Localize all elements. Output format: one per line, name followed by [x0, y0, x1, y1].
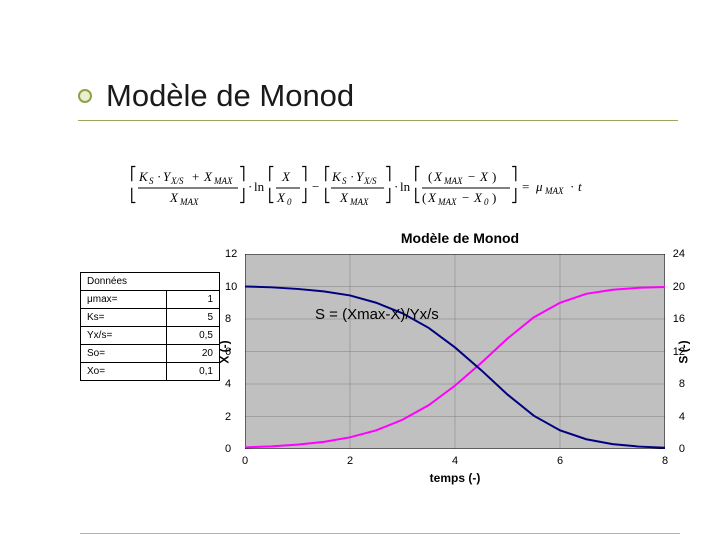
y-left-tick: 8 [225, 313, 231, 325]
svg-text:·: · [350, 169, 354, 184]
svg-text:⎦: ⎦ [511, 187, 518, 204]
svg-text:⎤: ⎤ [301, 165, 308, 182]
parameters-table: Données μmax=1 Ks=5 Yx/s=0,5 So=20 Xo=0,… [80, 272, 220, 381]
formula-equation: ⎡ ⎣ KS · YX/S + XMAX XMAX ⎤ ⎦ · ln ⎡ ⎣ X… [130, 164, 600, 217]
svg-text:MAX: MAX [179, 197, 199, 207]
y-right-tick: 16 [673, 313, 685, 325]
svg-text:·: · [248, 179, 252, 194]
svg-text:−: − [462, 190, 469, 205]
svg-text:S: S [149, 176, 154, 186]
y-right-tick: 4 [679, 411, 685, 423]
table-row: So=20 [81, 345, 220, 363]
svg-text:X: X [427, 190, 437, 205]
svg-text:⎤: ⎤ [385, 165, 392, 182]
svg-text:X: X [276, 190, 286, 205]
table-row: Xo=0,1 [81, 363, 220, 381]
svg-text:S: S [342, 176, 347, 186]
table-row: Ks=5 [81, 309, 220, 327]
svg-text:K: K [331, 169, 342, 184]
svg-text:0: 0 [287, 197, 292, 207]
svg-text:⎦: ⎦ [385, 187, 392, 204]
y-left-tick: 10 [225, 281, 237, 293]
y-right-tick: 24 [673, 248, 685, 260]
svg-text:·: · [394, 179, 398, 194]
svg-text:·: · [570, 179, 574, 194]
svg-text:MAX: MAX [443, 176, 463, 186]
x-axis-label: temps (-) [430, 471, 481, 485]
svg-text:MAX: MAX [349, 197, 369, 207]
x-tick: 2 [347, 455, 353, 467]
svg-text:⎡: ⎡ [324, 165, 331, 182]
y-right-tick: 20 [673, 281, 685, 293]
svg-text:⎣: ⎣ [130, 187, 137, 204]
x-tick: 6 [557, 455, 563, 467]
svg-text:X: X [281, 169, 291, 184]
svg-text:⎣: ⎣ [324, 187, 331, 204]
y-left-tick: 4 [225, 378, 231, 390]
svg-text:MAX: MAX [544, 186, 564, 196]
slide-title: Modèle de Monod [106, 78, 354, 114]
svg-text:⎣: ⎣ [414, 187, 421, 204]
svg-text:·: · [157, 169, 161, 184]
svg-text:MAX: MAX [437, 197, 457, 207]
svg-text:): ) [492, 190, 496, 205]
svg-text:): ) [492, 169, 496, 184]
svg-text:⎡: ⎡ [414, 165, 421, 182]
title-underline [78, 120, 678, 121]
y-left-tick: 2 [225, 411, 231, 423]
slide-title-row: Modèle de Monod [78, 78, 680, 114]
footer-divider [80, 533, 680, 534]
svg-text:ln: ln [400, 179, 411, 194]
svg-text:X: X [473, 190, 483, 205]
x-tick: 4 [452, 455, 458, 467]
svg-text:μ: μ [535, 179, 543, 194]
svg-text:X: X [433, 169, 443, 184]
svg-text:X: X [339, 190, 349, 205]
chart-region: Modèle de Monod Données μmax=1 Ks=5 Yx/s… [80, 230, 690, 520]
y-left-tick: 12 [225, 248, 237, 260]
svg-text:X: X [479, 169, 489, 184]
table-row: μmax=1 [81, 291, 220, 309]
svg-text:X: X [169, 190, 179, 205]
svg-text:X: X [203, 169, 213, 184]
x-tick: 0 [242, 455, 248, 467]
plot-area: X (-) S (-) temps (-) S = (Xmax-X)/Yx/s … [245, 254, 665, 449]
svg-text:=: = [522, 179, 529, 194]
bullet-icon [78, 89, 92, 103]
svg-text:+: + [192, 169, 199, 184]
svg-text:0: 0 [484, 197, 489, 207]
y-right-tick: 12 [673, 346, 685, 358]
svg-text:K: K [138, 169, 149, 184]
svg-text:X/S: X/S [170, 176, 184, 186]
svg-text:t: t [578, 179, 582, 194]
x-tick: 8 [662, 455, 668, 467]
chart-title: Modèle de Monod [230, 230, 690, 246]
chart-annotation: S = (Xmax-X)/Yx/s [315, 306, 439, 323]
svg-text:⎦: ⎦ [301, 187, 308, 204]
y-left-tick: 6 [225, 346, 231, 358]
svg-text:X/S: X/S [363, 176, 377, 186]
svg-text:⎦: ⎦ [239, 187, 246, 204]
svg-text:(: ( [428, 169, 432, 184]
y-right-tick: 8 [679, 378, 685, 390]
svg-text:⎡: ⎡ [268, 165, 275, 182]
y-left-tick: 0 [225, 443, 231, 455]
svg-text:⎣: ⎣ [268, 187, 275, 204]
chart-svg [245, 254, 665, 449]
y-right-tick: 0 [679, 443, 685, 455]
svg-text:⎤: ⎤ [511, 165, 518, 182]
svg-text:−: − [312, 179, 319, 194]
svg-text:(: ( [422, 190, 426, 205]
table-row: Yx/s=0,5 [81, 327, 220, 345]
svg-text:⎡: ⎡ [130, 165, 137, 182]
table-header: Données [81, 273, 220, 291]
svg-text:−: − [468, 169, 475, 184]
svg-text:ln: ln [254, 179, 265, 194]
svg-text:⎤: ⎤ [239, 165, 246, 182]
svg-text:MAX: MAX [213, 176, 233, 186]
